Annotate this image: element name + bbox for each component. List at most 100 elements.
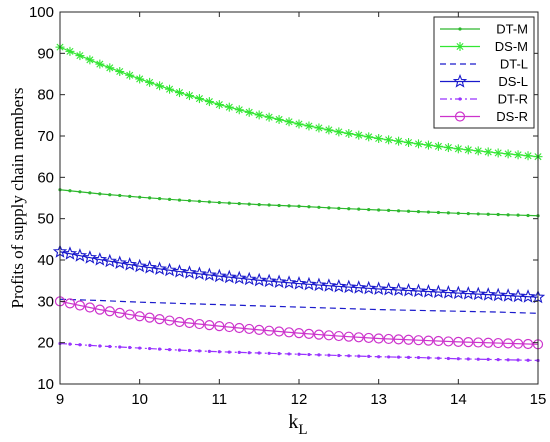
data-point	[458, 97, 462, 101]
data-point	[453, 336, 464, 347]
data-point	[353, 332, 364, 343]
star-stroke	[345, 129, 353, 138]
series-dt-m	[58, 188, 540, 218]
data-point	[471, 286, 486, 301]
data-point	[264, 325, 275, 336]
data-point	[267, 203, 271, 207]
star-stroke	[136, 75, 144, 83]
data-point	[108, 193, 112, 197]
data-point	[436, 356, 441, 360]
data-point	[334, 127, 344, 137]
data-point	[261, 273, 277, 288]
data-point	[396, 355, 401, 359]
data-point	[333, 330, 344, 342]
data-point	[242, 271, 257, 286]
data-point	[463, 337, 474, 348]
star-stroke	[255, 111, 263, 119]
star-stroke	[325, 126, 333, 134]
data-point	[175, 88, 184, 98]
data-point	[458, 27, 462, 31]
x-tick-label: 13	[370, 391, 387, 408]
data-point	[324, 125, 334, 135]
data-point	[523, 151, 533, 161]
data-point	[414, 139, 423, 149]
data-point	[277, 352, 281, 356]
data-point	[361, 280, 376, 295]
star-stroke	[146, 78, 154, 86]
data-point	[431, 284, 446, 299]
star-stroke	[126, 71, 134, 79]
data-point	[194, 318, 205, 330]
data-point	[74, 300, 86, 311]
data-point	[423, 140, 433, 150]
data-point	[394, 136, 404, 146]
star-stroke	[504, 150, 512, 158]
data-point	[453, 144, 463, 154]
star-stroke	[305, 122, 313, 130]
star-stroke	[484, 148, 492, 156]
data-point	[122, 257, 137, 271]
data-point	[88, 191, 92, 195]
data-point	[341, 279, 356, 294]
series-ds-l	[52, 244, 546, 304]
legend: DT-M DS-M DT-L DS-L DT-R DS-R	[433, 16, 535, 129]
data-point	[455, 42, 465, 51]
data-point	[367, 207, 371, 212]
data-point	[78, 343, 82, 347]
data-point	[314, 123, 324, 133]
legend-box	[433, 16, 535, 129]
star-stroke	[116, 67, 124, 76]
data-point	[244, 107, 254, 117]
data-point	[503, 149, 513, 159]
data-point	[192, 266, 207, 280]
data-point	[187, 348, 192, 353]
data-point	[493, 148, 503, 158]
data-point	[184, 317, 195, 329]
data-point	[496, 212, 500, 217]
data-point	[144, 312, 155, 323]
data-point	[72, 248, 88, 262]
data-point	[237, 350, 241, 354]
star-stroke	[96, 60, 104, 68]
data-point	[313, 329, 325, 340]
data-point	[75, 51, 85, 61]
data-point	[363, 332, 374, 344]
data-point	[132, 258, 147, 273]
data-point	[481, 287, 496, 301]
data-point	[347, 354, 351, 358]
data-point	[406, 355, 411, 359]
data-point	[254, 110, 264, 120]
data-point	[463, 145, 473, 155]
data-point	[391, 282, 406, 297]
data-point	[68, 189, 72, 193]
data-point	[483, 147, 493, 157]
star-stroke	[464, 146, 472, 154]
star-stroke	[275, 115, 283, 124]
legend-item-ds-l: DS-L	[440, 73, 528, 89]
data-point	[426, 356, 431, 360]
star-stroke	[494, 149, 502, 157]
y-tick-label: 90	[37, 45, 54, 62]
data-point	[413, 335, 424, 346]
data-point	[95, 59, 105, 69]
star-stroke	[76, 52, 84, 60]
data-point	[287, 352, 291, 356]
data-point	[125, 70, 135, 80]
data-point	[443, 143, 453, 153]
data-point	[297, 352, 301, 356]
star-stroke	[405, 138, 413, 147]
x-axis-label-main: k	[288, 411, 298, 433]
data-point	[406, 209, 411, 213]
data-point	[204, 97, 214, 107]
star-stroke	[166, 85, 174, 93]
star-stroke	[424, 141, 432, 149]
star-stroke	[205, 98, 213, 106]
data-point	[357, 207, 361, 211]
data-point	[138, 346, 142, 350]
data-point	[124, 309, 135, 320]
data-point	[98, 192, 102, 196]
data-point	[403, 334, 414, 345]
star-stroke	[365, 133, 373, 141]
data-point	[174, 316, 185, 328]
data-point	[202, 267, 217, 282]
